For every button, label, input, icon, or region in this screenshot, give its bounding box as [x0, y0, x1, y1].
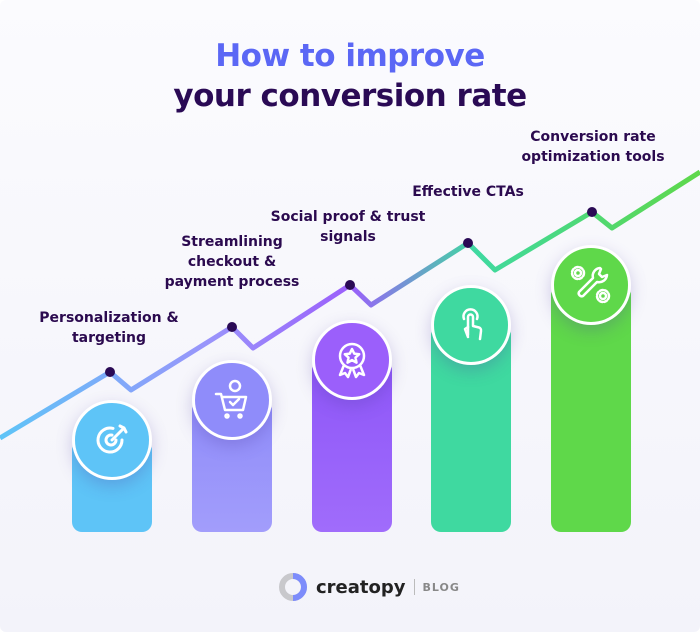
section-name: BLOG — [422, 580, 460, 594]
milestone-dot — [345, 280, 355, 290]
shopping-cart-icon — [192, 360, 272, 440]
milestone-dot — [227, 322, 237, 332]
tap-finger-icon — [431, 285, 511, 365]
title-line-2: your conversion rate — [173, 78, 527, 114]
step-label: Personalization & targeting — [39, 310, 179, 346]
step-label: Effective CTAs — [412, 184, 524, 200]
step-bar — [551, 285, 631, 532]
milestone-dot — [587, 207, 597, 217]
award-badge-icon — [312, 320, 392, 400]
title-line-1: How to improve — [215, 38, 485, 74]
brand-name: creatopy — [316, 576, 406, 598]
milestone-dot — [105, 367, 115, 377]
creatopy-logo: creatopy BLOG — [278, 572, 460, 602]
target-icon — [72, 400, 152, 480]
step-label: Streamlining checkout & payment process — [164, 234, 300, 290]
wrench-gears-icon — [551, 245, 631, 325]
milestone-dot — [463, 238, 473, 248]
step-label: Conversion rate optimization tools — [521, 129, 665, 165]
creatopy-logo-mark — [279, 573, 307, 601]
divider — [413, 579, 415, 595]
step-label: Social proof & trust signals — [270, 209, 426, 245]
